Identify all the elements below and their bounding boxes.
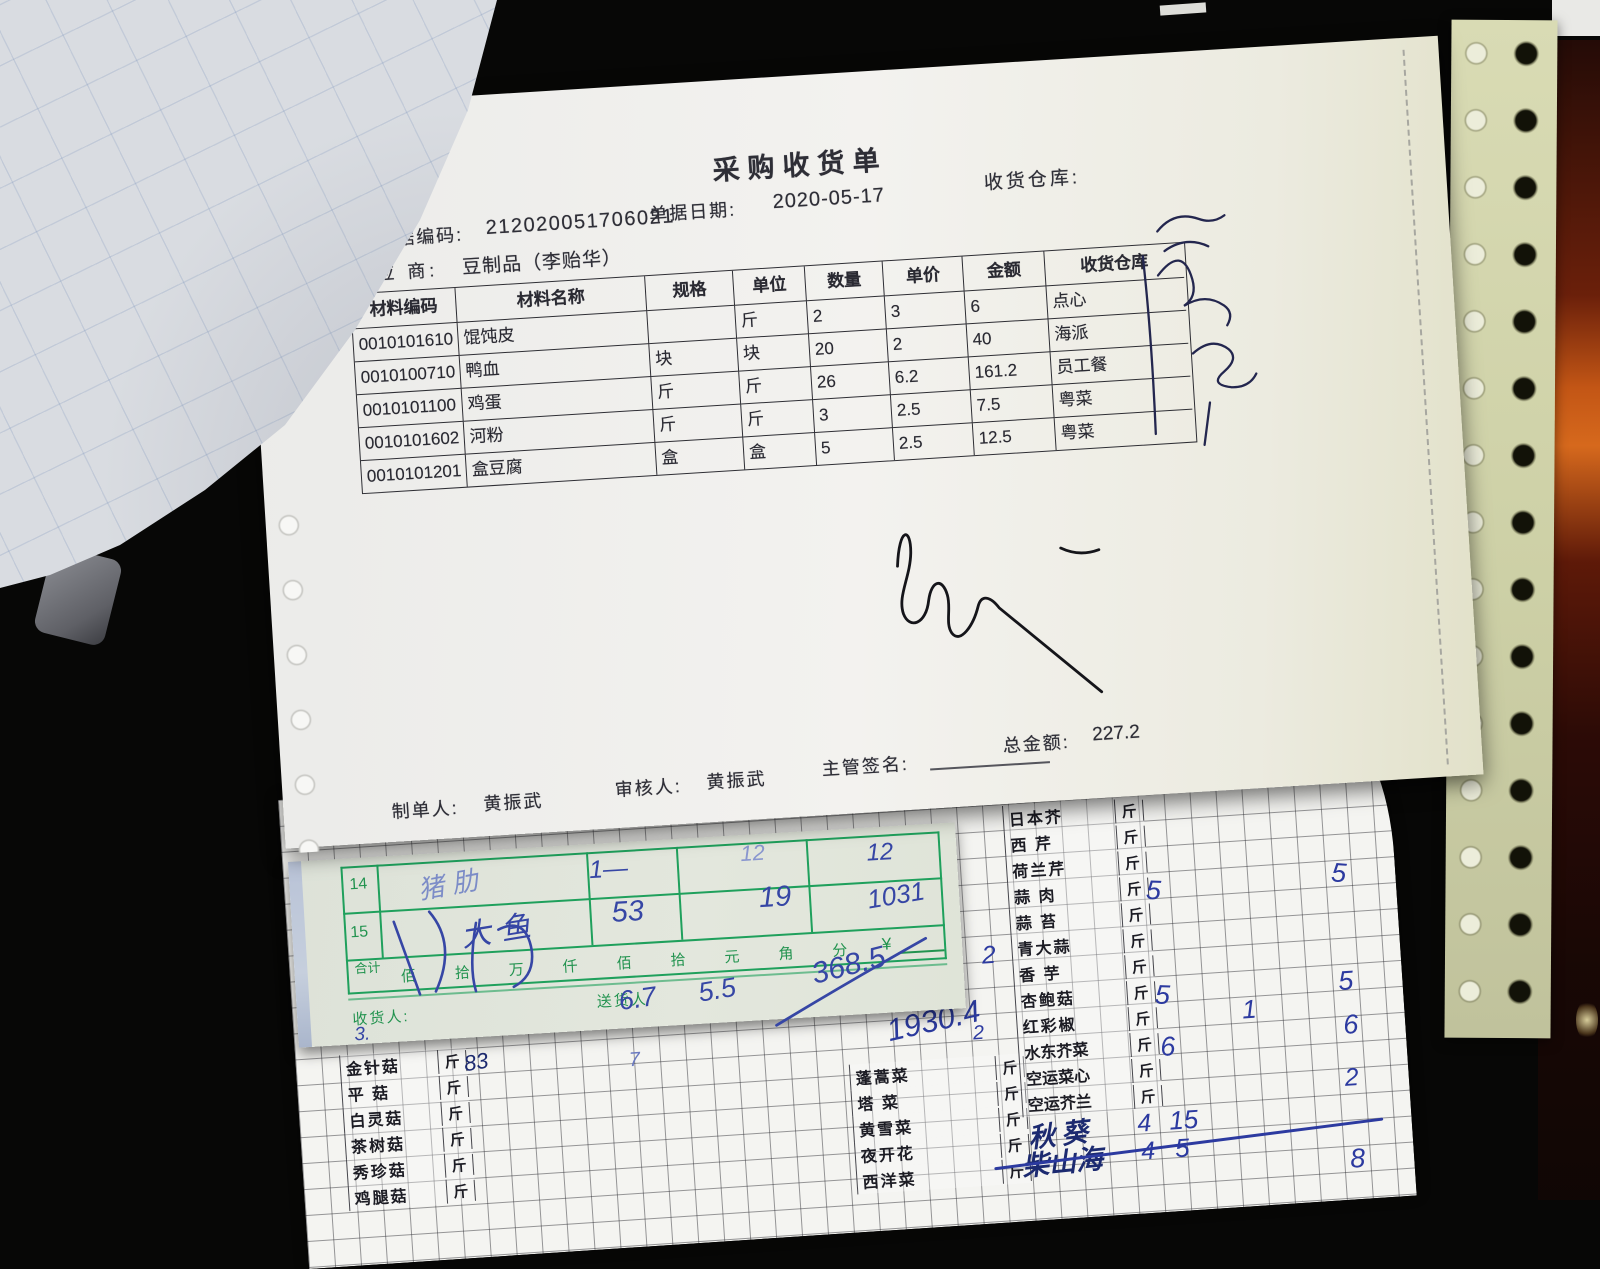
- handwritten-qty: 1—: [588, 853, 629, 885]
- handwritten-qty: 5: [1337, 965, 1355, 997]
- auditor-label: 审核人:: [614, 775, 683, 801]
- code-value: 212020051706021: [485, 205, 676, 239]
- handwritten-number: 5.5: [696, 971, 739, 1008]
- handwritten-mark: 7: [628, 1048, 641, 1072]
- handwritten-qty: 5: [1330, 857, 1348, 889]
- paper-corner-patch: [1552, 0, 1600, 36]
- handwritten-number: 6.7: [616, 980, 659, 1017]
- handwritten-price: 19: [758, 880, 793, 915]
- warehouse-label: 收货仓库:: [983, 167, 1081, 195]
- col-header: 金额: [962, 251, 1047, 292]
- handwritten-qty: 2: [980, 940, 997, 970]
- green-receipt: 14 15 合计 佰拾万仟佰拾元角分 ¥ 收货人: 送货人 猪肋 1— 12 1…: [288, 822, 966, 1048]
- date-value: 2020-05-17: [772, 184, 886, 214]
- handwritten-qty: 5: [1174, 1132, 1191, 1164]
- handwritten-mark: 83: [461, 1047, 491, 1077]
- auditor-value: 黄振武: [705, 768, 768, 793]
- handwritten-qty: 4: [1140, 1136, 1157, 1166]
- materials-table: 材料编码 材料名称 规格 单位 数量 单价 金额 收货仓库 0010101610…: [349, 241, 1198, 495]
- paper-sliver: [1159, 2, 1207, 16]
- handwritten-qty: 5: [1154, 979, 1171, 1011]
- handwritten-qty: 4: [1136, 1108, 1153, 1138]
- supervisor-label: 主管签名:: [821, 753, 910, 780]
- perforation-line: [1402, 49, 1449, 765]
- handwritten-qty: 6: [1342, 1008, 1360, 1040]
- handwritten-qty: 8: [1349, 1142, 1367, 1174]
- handwritten-mark: 3.: [353, 1023, 371, 1046]
- signature-scribble: [896, 533, 1104, 694]
- feed-holes-punched: [1506, 20, 1540, 1039]
- col-header: 单位: [732, 266, 807, 306]
- total-value: 227.2: [1091, 721, 1141, 746]
- handwritten-price: 12: [739, 839, 766, 867]
- handwritten-amount: 12: [865, 838, 894, 867]
- maker-value: 黄振武: [482, 790, 544, 815]
- handwritten-qty: 6: [1159, 1031, 1177, 1063]
- row-number: 14: [348, 875, 368, 894]
- signature-scribble: [392, 910, 534, 996]
- col-header: 单价: [882, 256, 965, 297]
- bottle-glint: [1576, 1000, 1598, 1040]
- maker-label: 制单人:: [391, 797, 460, 822]
- purchase-form-paper: 采购收货单 收货仓库: 单据编码: 212020051706021 单据日期: …: [240, 35, 1484, 854]
- signature-scribble: [1141, 214, 1258, 447]
- receipt-vline: [340, 866, 350, 995]
- handwritten-qty: 1: [1241, 993, 1258, 1025]
- col-header: 规格: [645, 270, 736, 312]
- slash-scribble: [775, 936, 928, 1027]
- col-header: 数量: [804, 261, 885, 302]
- row-number: 15: [349, 923, 369, 942]
- receipt-vline: [937, 831, 947, 960]
- handwritten-qty: 53: [610, 895, 645, 929]
- supplier-value: 豆制品（李贻华）: [461, 247, 623, 279]
- date-label: 单据日期:: [648, 199, 737, 225]
- handwritten-qty: 2: [1343, 1063, 1360, 1092]
- page-title: 采购收货单: [711, 145, 889, 186]
- signature-underline: [930, 761, 1050, 771]
- total-label: 总金额:: [1002, 731, 1071, 756]
- total-label: 合计: [354, 959, 381, 977]
- handwritten-qty: 5: [1145, 874, 1162, 906]
